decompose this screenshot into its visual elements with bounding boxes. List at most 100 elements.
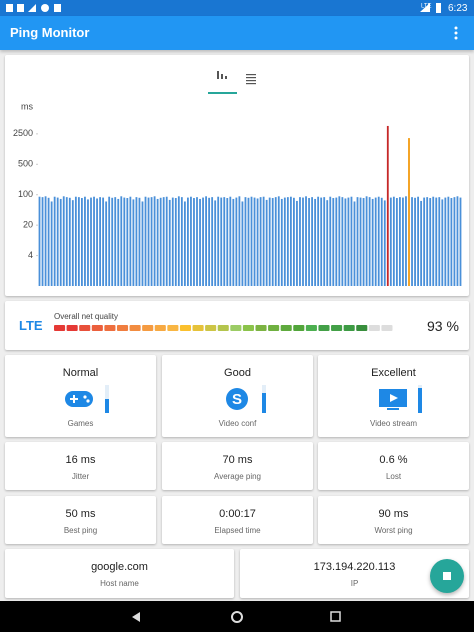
quality-segment [331,325,343,331]
bar [335,197,338,286]
bar [74,196,77,286]
tile-label: IP [350,579,359,588]
bar [156,198,159,286]
bar [359,197,362,286]
icon [28,4,36,12]
quality-value: 93 % [427,318,459,334]
tile-label: Games [67,419,94,428]
list-tab[interactable] [246,74,256,85]
quality-bar [54,325,393,331]
bar [386,125,389,286]
tile-label: Video stream [370,419,417,428]
bar [196,197,198,286]
bar [371,198,374,286]
quality-segment [280,325,292,331]
quality-segment [381,325,393,331]
bar [429,198,432,286]
tile-value: 50 ms [65,508,96,520]
menu-button[interactable] [452,26,460,40]
stop-button[interactable] [430,559,464,593]
bar [214,200,217,286]
back-button[interactable] [132,612,140,622]
chart-card: ms 4 20 100 500 2500 [5,55,469,296]
bar [383,200,386,286]
quality-segment [129,325,141,331]
bar [326,200,329,286]
bar [395,198,398,286]
bar [168,199,171,286]
icon [41,4,49,12]
bar [150,197,153,286]
bar [314,198,317,286]
bar [414,197,416,286]
tile: Good S Video conf [162,355,313,437]
bar [289,196,292,286]
bar [65,197,68,286]
bar [205,196,207,286]
quality-segment [167,325,179,331]
bar [171,197,174,286]
bar [123,197,126,286]
bar [87,199,89,286]
quality-segment [242,325,254,331]
bar [132,199,135,286]
bar [259,197,262,286]
quality-segment [268,325,280,331]
bar [244,197,247,286]
bar [308,198,310,286]
bar [199,198,201,286]
tile: 0:00:17 Elapsed time [162,496,313,544]
bar [329,196,332,286]
tile-label: Jitter [71,472,90,481]
bar [193,198,195,286]
bar [268,197,271,286]
bar [56,197,59,286]
chart-tab[interactable] [217,71,227,79]
home-button[interactable] [231,611,243,623]
tile-value: 16 ms [65,454,96,466]
bar [408,138,410,286]
bar [177,196,180,286]
bar [293,197,295,286]
svg-text:S: S [232,391,242,408]
icon [420,3,430,12]
bar [405,196,407,286]
bar [68,197,71,286]
quality-card: LTE Overall net quality 93 % [5,301,469,350]
bar [447,196,450,286]
quality-segment [230,325,242,331]
stop-icon [443,572,451,580]
bar [53,196,56,286]
y-tick-label: 2500 [13,128,33,138]
bar [190,196,192,286]
bar [389,197,392,286]
bar [411,197,413,286]
tile: google.com Host name [5,549,234,598]
status-time: 6:23 [448,3,468,14]
bar [368,197,371,286]
app-title: Ping Monitor [10,25,90,40]
icon [17,4,24,12]
network-type: LTE [19,318,43,333]
tile-label: Worst ping [374,526,413,535]
tile-value: 173.194.220.113 [313,561,396,573]
bar [332,198,335,286]
tile: Normal Games [5,355,156,437]
tile: 70 ms Average ping [162,442,313,490]
bar [253,197,256,286]
bar [135,197,138,286]
bar [153,196,156,286]
bar [162,197,165,286]
bar [77,197,80,286]
bar [202,197,204,286]
bar [62,196,65,286]
bar [283,197,286,286]
bar [126,198,129,286]
video-icon [379,385,422,413]
bar [229,196,232,286]
quality-segment [79,325,91,331]
quality-segment [91,325,103,331]
bar [165,196,168,286]
tile: Excellent Video stream [318,355,469,437]
recents-button[interactable] [330,611,341,622]
